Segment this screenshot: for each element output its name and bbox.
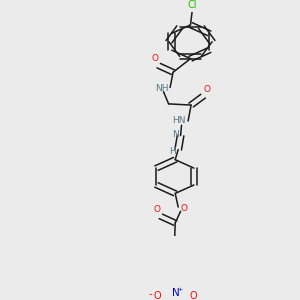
Text: H: H [169,147,175,156]
Text: Cl: Cl [187,0,197,10]
Text: N: N [172,130,178,139]
Text: NH: NH [155,84,169,93]
Text: HN: HN [172,116,186,125]
Text: O: O [152,54,159,63]
Text: -: - [149,289,152,299]
Text: O: O [154,291,161,300]
Text: O: O [190,291,197,300]
Text: O: O [181,204,188,213]
Text: +: + [177,287,183,292]
Text: N: N [172,288,180,298]
Text: O: O [204,85,211,94]
Text: O: O [154,205,161,214]
